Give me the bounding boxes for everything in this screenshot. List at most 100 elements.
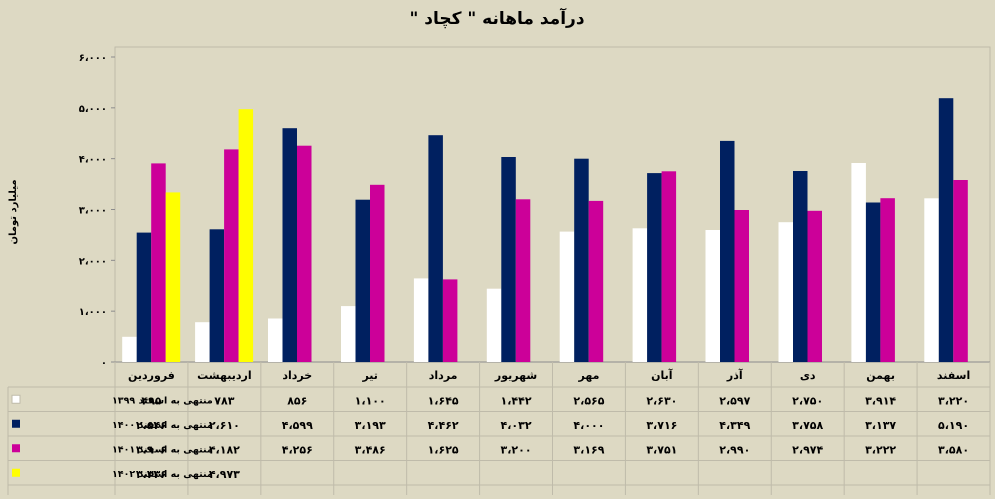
bar <box>442 279 458 362</box>
legend-swatch <box>12 419 20 428</box>
category-label: اسفند <box>937 369 970 382</box>
y-tick-label: ۵،۰۰۰ <box>79 104 107 115</box>
data-cell-value: ۳،۴۸۶ <box>355 443 386 456</box>
legend-label: منتهی به اسفند ۱۴۰۰ <box>112 420 213 431</box>
data-cell-value: ۴،۱۸۲ <box>209 443 240 456</box>
data-cell-value: ۲،۶۱۰ <box>209 419 240 432</box>
bar <box>428 135 443 362</box>
bar <box>880 198 895 362</box>
data-cell-value: ۲،۷۵۰ <box>792 394 823 407</box>
bar <box>151 163 166 362</box>
bar <box>793 171 808 362</box>
bar <box>559 231 575 362</box>
bar <box>355 199 370 362</box>
data-cell-value: ۳،۷۵۸ <box>792 419 823 432</box>
bar <box>282 128 297 362</box>
bar <box>122 336 137 362</box>
bar <box>209 229 225 362</box>
bar <box>953 180 968 362</box>
bar <box>165 192 181 362</box>
bar <box>574 158 589 362</box>
y-tick-label: ۴،۰۰۰ <box>79 155 107 166</box>
bar <box>370 184 385 362</box>
bar <box>136 232 152 362</box>
bar <box>938 98 954 362</box>
data-cell-value: ۳،۲۰۰ <box>501 443 532 456</box>
bar <box>705 230 720 362</box>
category-label: تیر <box>361 369 377 382</box>
y-tick-label: ۶،۰۰۰ <box>79 53 107 64</box>
data-cell-value: ۴،۰۰۰ <box>573 419 604 432</box>
bar <box>297 145 312 362</box>
data-cell-value: ۲،۹۷۴ <box>792 443 823 456</box>
data-cell-value: ۳،۷۵۱ <box>646 443 677 456</box>
bar <box>588 200 604 362</box>
data-cell-value: ۳،۷۱۶ <box>646 419 677 432</box>
data-cell-value: ۲،۵۶۵ <box>573 394 604 407</box>
bar <box>195 322 210 362</box>
data-cell-value: ۳،۲۲۰ <box>938 394 969 407</box>
bar <box>238 109 254 362</box>
bar <box>224 149 239 362</box>
legend-label: منتهی به اسفند ۱۴۰۱ <box>112 444 213 455</box>
category-label: شهریور <box>494 369 537 382</box>
data-cell-value: ۴،۲۵۶ <box>282 443 313 456</box>
chart-title: درآمد ماهانه " کچاد " <box>409 7 584 29</box>
bar <box>807 210 822 362</box>
data-cell-value: ۴۹۵ <box>141 394 161 407</box>
bar <box>647 173 662 362</box>
bar <box>515 199 531 362</box>
data-cell-value: ۳،۲۲۲ <box>865 443 896 456</box>
data-cell-value: ۱،۴۴۲ <box>501 394 532 407</box>
legend-label: منتهی به اسفند ۱۴۰۲ <box>112 469 213 480</box>
data-cell-value: ۲،۵۴۶ <box>136 419 167 432</box>
bar <box>851 163 866 362</box>
category-label: آبان <box>651 368 673 382</box>
bar <box>486 288 502 362</box>
y-tick-label: ۱،۰۰۰ <box>79 307 107 318</box>
data-cell-value: ۳،۳۳۶ <box>136 468 167 481</box>
data-cell-value: ۵،۱۹۰ <box>938 419 969 432</box>
y-tick-label: ۲،۰۰۰ <box>79 256 107 267</box>
data-cell-value: ۴،۵۹۹ <box>282 419 313 432</box>
data-cell-value: ۳،۱۶۹ <box>573 443 604 456</box>
legend-swatch <box>12 468 20 477</box>
data-cell-value: ۳،۱۳۷ <box>865 419 896 432</box>
data-cell-value: ۳،۱۹۳ <box>355 419 386 432</box>
bar <box>501 157 516 362</box>
bar <box>268 318 283 362</box>
legend-swatch <box>12 444 20 453</box>
data-cell-value: ۳،۵۸۰ <box>938 443 969 456</box>
bar <box>778 222 793 362</box>
data-cell-value: ۴،۳۴۹ <box>719 419 750 432</box>
category-label: مرداد <box>429 369 458 382</box>
bar <box>734 210 749 362</box>
category-label: اردیبهشت <box>197 369 251 382</box>
category-label: مهر <box>577 369 599 382</box>
legend-swatch <box>11 394 21 404</box>
data-cell-value: ۱،۶۴۵ <box>428 394 459 407</box>
bar <box>720 140 735 362</box>
data-cell-value: ۲،۶۳۰ <box>646 394 677 407</box>
y-tick-label: ۳،۰۰۰ <box>79 206 107 217</box>
legend-label: منتهی به اسفند ۱۳۹۹ <box>112 395 213 406</box>
bar <box>341 306 356 362</box>
category-label: بهمن <box>866 369 895 382</box>
category-label: دی <box>800 369 816 382</box>
bar <box>413 278 429 362</box>
data-cell-value: ۴،۰۳۲ <box>501 419 532 432</box>
bar <box>632 228 648 362</box>
y-axis-label: میلیارد تومان <box>8 179 19 244</box>
data-cell-value: ۸۵۶ <box>287 394 307 407</box>
data-cell-value: ۱،۱۰۰ <box>355 394 386 407</box>
category-label: آذر <box>726 368 743 382</box>
bar <box>924 198 939 362</box>
data-cell-value: ۳،۹۱۴ <box>865 394 896 407</box>
bar <box>661 171 677 362</box>
data-cell-value: ۱،۶۲۵ <box>428 443 459 456</box>
data-cell-value: ۴،۹۷۳ <box>209 468 240 481</box>
category-label: فروردین <box>128 369 175 382</box>
data-cell-value: ۴،۴۶۲ <box>428 419 459 432</box>
